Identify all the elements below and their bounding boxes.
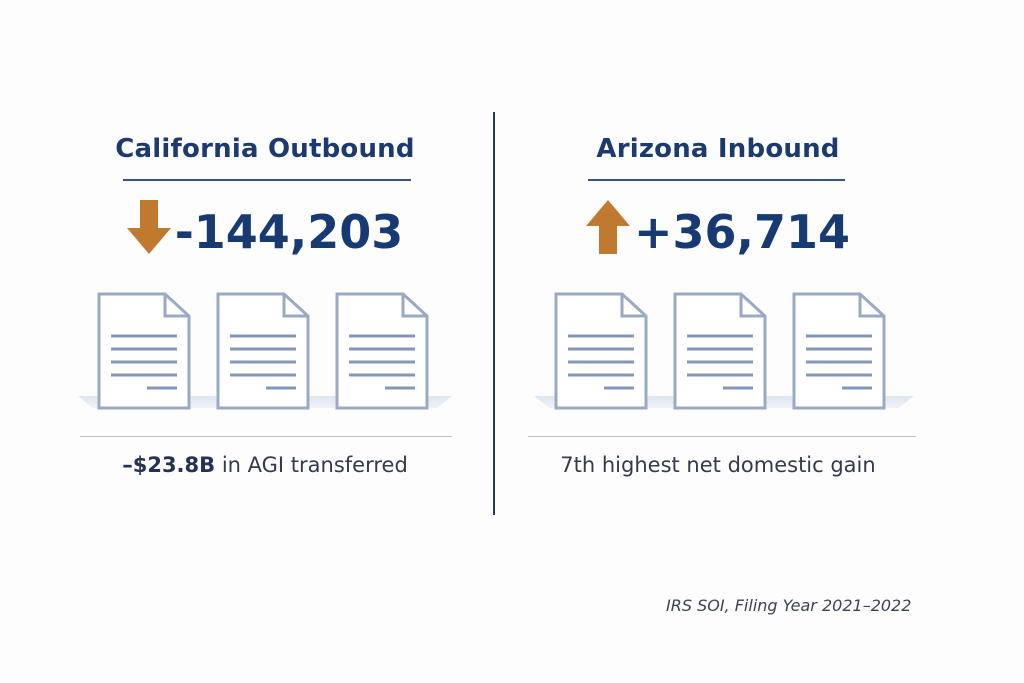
document-icons bbox=[554, 292, 894, 414]
note-amount: –$23.8B bbox=[122, 453, 216, 477]
title-underline bbox=[123, 179, 411, 181]
document-icon bbox=[335, 292, 429, 410]
arrow-down-icon bbox=[126, 200, 171, 254]
arrow-up-icon bbox=[585, 200, 630, 254]
center-divider bbox=[493, 112, 495, 515]
value-text: +36,714 bbox=[633, 205, 851, 259]
panel-title: Arizona Inbound bbox=[596, 134, 840, 164]
panel-note: 7th highest net domestic gain bbox=[560, 453, 876, 477]
document-icon bbox=[673, 292, 767, 410]
document-icon bbox=[554, 292, 648, 410]
document-icon bbox=[216, 292, 310, 410]
document-icon bbox=[97, 292, 191, 410]
value-text: -144,203 bbox=[174, 205, 404, 259]
document-icon bbox=[792, 292, 886, 410]
metric-value: -144,203 bbox=[35, 200, 495, 259]
metric-value: +36,714 bbox=[488, 200, 948, 259]
source-note: IRS SOI, Filing Year 2021–2022 bbox=[666, 596, 912, 615]
panel-note: –$23.8B in AGI transferred bbox=[35, 453, 495, 477]
separator bbox=[528, 436, 916, 437]
document-icons bbox=[97, 292, 437, 414]
arizona-panel: Arizona Inbound +36,714 7th highest net … bbox=[488, 0, 948, 683]
panel-title: California Outbound bbox=[115, 134, 415, 164]
california-panel: California Outbound -144,203 –$23.8B in … bbox=[35, 0, 495, 683]
note-text: in AGI transferred bbox=[215, 453, 408, 477]
separator bbox=[80, 436, 452, 437]
title-underline bbox=[588, 179, 845, 181]
